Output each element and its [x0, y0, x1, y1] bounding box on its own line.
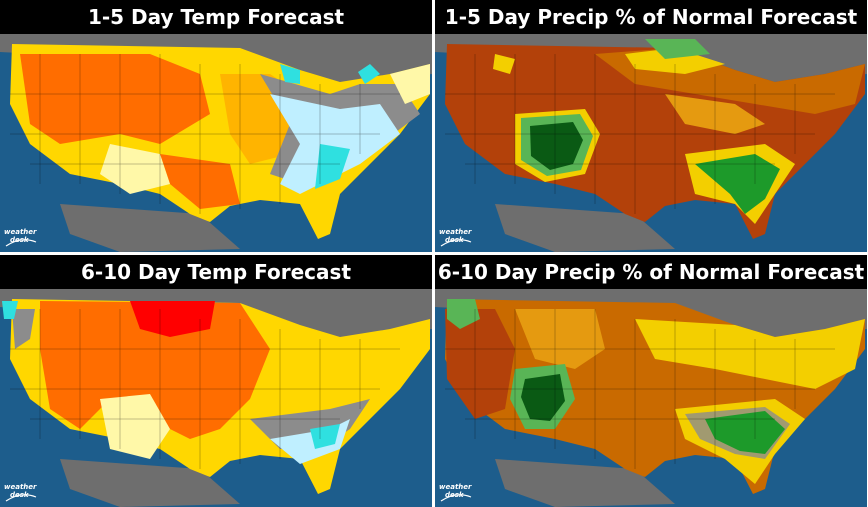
- panel-title: 6-10 Day Temp Forecast: [0, 255, 432, 289]
- temp-map-1-5-day: [0, 34, 432, 252]
- weather-desk-logo: weather desk: [439, 483, 472, 502]
- panel-title: 1-5 Day Temp Forecast: [0, 0, 432, 34]
- precip-map-6-10-day: [435, 289, 867, 507]
- panel-title: 6-10 Day Precip % of Normal Forecast: [435, 255, 867, 289]
- weather-desk-logo: weather desk: [4, 483, 37, 502]
- precip-forecast-6-10-day-panel: 6-10 Day Precip % of Normal Forecast wea…: [435, 255, 867, 507]
- weather-desk-logo: weather desk: [4, 228, 37, 247]
- temp-forecast-1-5-day-panel: 1-5 Day Temp Forecast weather desk: [0, 0, 432, 252]
- temp-map-6-10-day: [0, 289, 432, 507]
- precip-forecast-1-5-day-panel: 1-5 Day Precip % of Normal Forecast weat…: [435, 0, 867, 252]
- panel-title: 1-5 Day Precip % of Normal Forecast: [435, 0, 867, 34]
- precip-map-1-5-day: [435, 34, 867, 252]
- weather-desk-logo: weather desk: [439, 228, 472, 247]
- temp-forecast-6-10-day-panel: 6-10 Day Temp Forecast weather desk: [0, 255, 432, 507]
